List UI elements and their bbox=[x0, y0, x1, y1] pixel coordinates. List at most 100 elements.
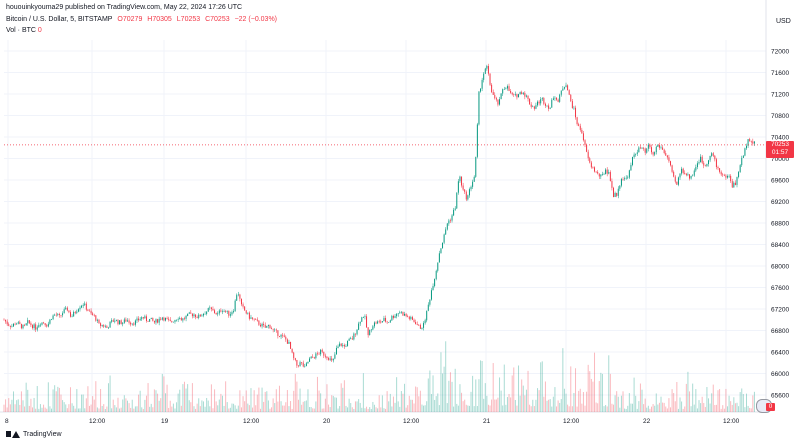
candle-body bbox=[96, 319, 98, 321]
candle-body bbox=[201, 315, 203, 317]
volume-bar bbox=[46, 408, 48, 412]
candle-body bbox=[733, 182, 735, 188]
volume-bar bbox=[294, 373, 296, 412]
volume-bar bbox=[415, 386, 417, 412]
volume-bar bbox=[632, 403, 634, 412]
candle-body bbox=[283, 335, 285, 337]
volume-bar bbox=[176, 402, 178, 412]
volume-bar bbox=[651, 406, 653, 412]
candle-body bbox=[126, 320, 128, 322]
volume-bar bbox=[681, 401, 683, 412]
candle-body bbox=[293, 352, 295, 359]
candle-body bbox=[681, 168, 683, 174]
volume-bar bbox=[236, 408, 238, 412]
candle-body bbox=[644, 148, 646, 153]
volume-bar bbox=[244, 401, 246, 412]
volume-bar bbox=[125, 398, 127, 412]
candle-body bbox=[176, 319, 178, 321]
volume-bar bbox=[185, 388, 187, 412]
volume-bar bbox=[687, 371, 689, 412]
candle-body bbox=[500, 93, 502, 100]
volume-bar bbox=[413, 403, 415, 412]
brand-name: TradingView bbox=[23, 430, 62, 438]
volume-bar bbox=[654, 405, 656, 412]
candle-body bbox=[597, 171, 599, 174]
candle-body bbox=[617, 188, 619, 196]
candle-body bbox=[198, 314, 200, 318]
volume-bar bbox=[115, 407, 117, 412]
candle-body bbox=[267, 325, 269, 326]
candle-body bbox=[556, 97, 558, 100]
volume-bar bbox=[448, 380, 450, 412]
candle-body bbox=[462, 185, 464, 190]
volume-bar bbox=[671, 389, 673, 412]
volume-bar bbox=[660, 396, 662, 412]
candle-body bbox=[502, 89, 504, 94]
volume-bar bbox=[226, 402, 228, 412]
candle-body bbox=[620, 179, 622, 186]
candle-body bbox=[484, 68, 486, 74]
volume-bar bbox=[288, 406, 290, 412]
candle-body bbox=[30, 323, 32, 326]
candle-body bbox=[459, 176, 461, 182]
volume-bar bbox=[576, 406, 578, 412]
volume-bar bbox=[169, 400, 171, 412]
candle-body bbox=[161, 317, 163, 320]
candle-body bbox=[609, 172, 611, 182]
candle-body bbox=[152, 317, 154, 321]
volume-bar bbox=[736, 402, 738, 412]
candle-body bbox=[147, 321, 149, 322]
candle-body bbox=[408, 316, 410, 319]
candle-body bbox=[635, 153, 637, 155]
volume-bar bbox=[601, 373, 603, 412]
volume-bar bbox=[658, 402, 660, 412]
candle-body bbox=[145, 316, 147, 322]
candle-body bbox=[367, 327, 369, 336]
volume-bar bbox=[492, 363, 494, 412]
volume-bar bbox=[741, 388, 743, 412]
candles bbox=[3, 63, 755, 368]
y-tick-label: 71200 bbox=[771, 92, 789, 99]
volume-bar bbox=[657, 404, 659, 412]
candle-body bbox=[706, 164, 708, 167]
high-value: H70305 bbox=[147, 16, 172, 23]
volume-bar bbox=[55, 391, 57, 412]
candle-body bbox=[250, 317, 252, 319]
volume-bar bbox=[673, 392, 675, 412]
volume-bar bbox=[347, 407, 349, 412]
candle-body bbox=[592, 167, 594, 168]
volume-bar bbox=[172, 403, 174, 412]
candle-body bbox=[144, 316, 146, 319]
candle-body bbox=[402, 311, 404, 316]
candle-body bbox=[400, 311, 402, 313]
volume-bar bbox=[397, 401, 399, 412]
candle-body bbox=[616, 193, 618, 196]
symbol-name[interactable]: Bitcoin / U.S. Dollar, 5, BITSTAMP bbox=[6, 16, 113, 23]
volume-tag: 0 bbox=[766, 403, 775, 411]
candle-body bbox=[734, 182, 736, 185]
publish-info: hououinkyouma29 published on TradingView… bbox=[6, 4, 243, 11]
candle-body bbox=[690, 175, 692, 179]
currency-label[interactable]: USD bbox=[776, 18, 791, 25]
candle-body bbox=[256, 319, 258, 321]
candle-body bbox=[708, 160, 710, 165]
volume-bar bbox=[562, 348, 564, 412]
volume-bar bbox=[43, 404, 45, 412]
volume-bar bbox=[30, 398, 32, 412]
volume-bar bbox=[139, 390, 141, 412]
candle-body bbox=[88, 310, 90, 312]
volume-bar bbox=[652, 404, 654, 412]
volume-bar bbox=[665, 406, 667, 412]
volume-bar bbox=[62, 400, 64, 412]
candle-body bbox=[435, 270, 437, 280]
low-value: L70253 bbox=[176, 16, 201, 23]
volume-name[interactable]: Vol · BTC bbox=[6, 27, 36, 34]
candle-body bbox=[229, 314, 231, 316]
volume-bar bbox=[204, 406, 206, 412]
candle-body bbox=[622, 179, 624, 180]
candle-body bbox=[263, 323, 265, 326]
candle-body bbox=[480, 88, 482, 92]
candle-body bbox=[696, 163, 698, 168]
volume-bar bbox=[77, 408, 79, 412]
